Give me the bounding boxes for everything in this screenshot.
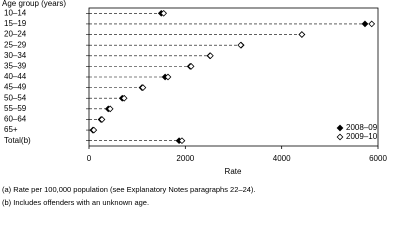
- y-tick-label: 20–24: [4, 30, 27, 39]
- y-axis-title: Age group (years): [2, 0, 66, 8]
- data-point: [187, 63, 195, 70]
- x-tick-label: 6000: [369, 154, 387, 163]
- legend-marker: [336, 133, 344, 141]
- data-point: [120, 94, 128, 102]
- x-tick-label: 2000: [176, 154, 194, 163]
- y-tick-label: 45–49: [4, 83, 27, 92]
- x-axis-title: Rate: [225, 167, 242, 176]
- data-point: [98, 116, 106, 123]
- data-point: [178, 137, 186, 145]
- y-tick-label: 40–44: [4, 72, 27, 81]
- y-tick-label: 50–54: [4, 93, 27, 102]
- x-tick-label: 0: [87, 154, 92, 163]
- y-tick-label: 25–29: [4, 40, 27, 49]
- y-tick-label: Total(b): [4, 136, 31, 145]
- data-point: [90, 126, 98, 134]
- data-point: [106, 105, 114, 113]
- legend-label: 2009–10: [346, 132, 378, 141]
- data-point: [361, 20, 369, 28]
- data-point: [368, 20, 376, 28]
- data-point: [298, 31, 306, 38]
- footnote: (b) Includes offenders with an unknown a…: [2, 198, 149, 207]
- chart: Age group (years) Rate (a) Rate per 100,…: [2, 0, 387, 207]
- data-point: [160, 9, 168, 17]
- x-tick-label: 4000: [273, 154, 291, 163]
- footnote: (a) Rate per 100,000 population (see Exp…: [2, 185, 256, 194]
- data-point: [139, 84, 147, 91]
- y-tick-label: 15–19: [4, 19, 27, 28]
- plot-area: [88, 7, 379, 147]
- y-tick-label: 60–64: [4, 115, 27, 124]
- y-tick-label: 55–59: [4, 104, 27, 113]
- legend-label: 2008–09: [346, 123, 378, 132]
- legend-marker: [336, 124, 344, 132]
- data-point: [164, 73, 172, 81]
- y-tick-label: 35–39: [4, 61, 27, 70]
- y-tick-label: 10–14: [4, 8, 27, 17]
- data-point: [237, 41, 245, 49]
- data-point: [207, 52, 214, 60]
- y-tick-label: 30–34: [4, 51, 27, 60]
- y-tick-label: 65+: [4, 125, 18, 134]
